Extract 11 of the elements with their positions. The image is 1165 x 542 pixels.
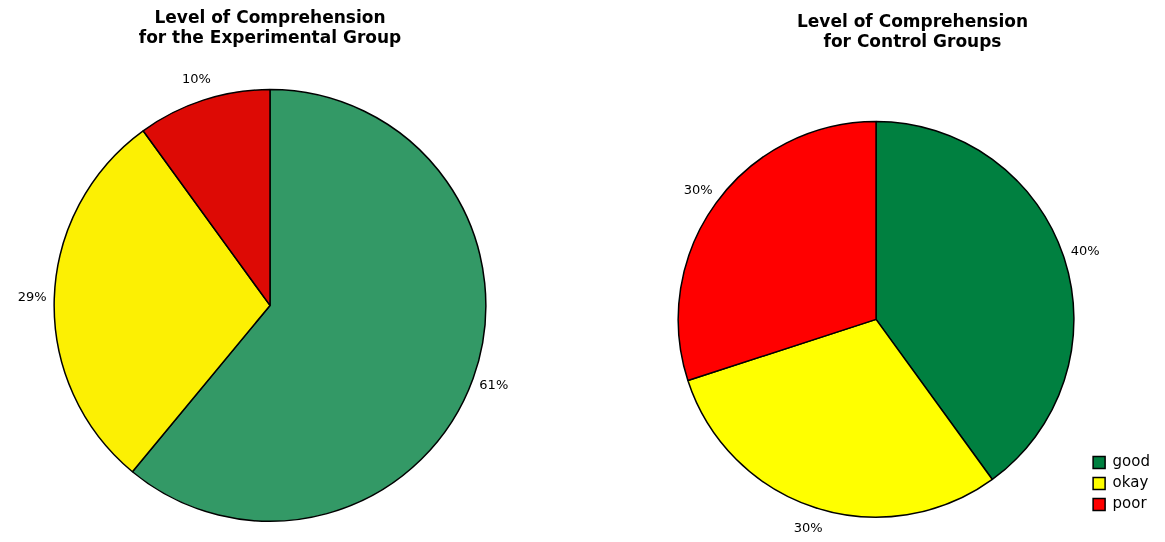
data-label: 61% xyxy=(479,377,509,393)
data-label: 40% xyxy=(1070,242,1100,258)
legend-label: okay xyxy=(1112,473,1149,492)
data-label: 30% xyxy=(793,519,823,535)
data-label: 10% xyxy=(182,70,211,86)
data-label: 29% xyxy=(17,289,47,305)
data-label: 30% xyxy=(683,181,713,197)
chart-title: Level of Comprehension for Control Groups xyxy=(796,10,1029,52)
chart-title: Level of Comprehension for the Experimental Group xyxy=(138,6,402,48)
legend-label: good xyxy=(1112,452,1151,471)
legend-label: poor xyxy=(1112,494,1148,513)
